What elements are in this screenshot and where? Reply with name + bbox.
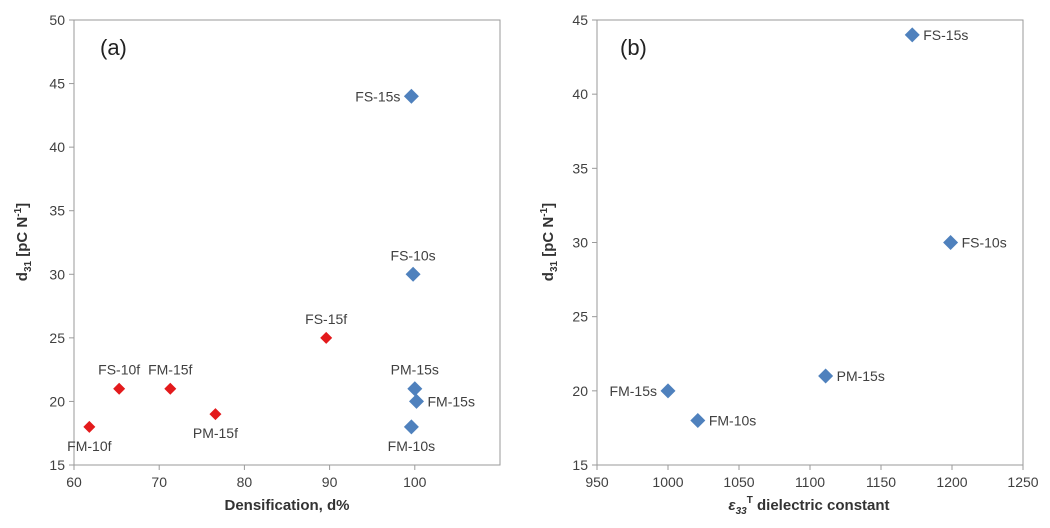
data-point-marker	[403, 88, 419, 104]
x-axis-title: Densification, d%	[224, 497, 349, 514]
data-point-marker	[407, 381, 423, 397]
panel-label: (a)	[100, 35, 127, 60]
y-axis-title-subscript: 31	[549, 260, 560, 272]
y-axis-title-unit: [pC N	[540, 217, 557, 261]
y-axis-title-subscript: 31	[23, 260, 34, 272]
x-tick-label: 80	[237, 474, 253, 490]
x-tick-label: 1150	[866, 474, 896, 490]
data-point-marker	[405, 266, 421, 282]
y-tick-labels: 15 20 25 30 35 40 45	[572, 12, 597, 473]
panel-label: (b)	[620, 35, 647, 60]
data-points: FS-15s FS-10s PM-15s FM-15s FM-10s FM-10f FS-1…	[67, 88, 475, 454]
data-point-marker	[818, 368, 834, 384]
x-tick-label: 950	[585, 474, 609, 490]
y-tick-label: 45	[49, 76, 65, 92]
y-axis-title-close: ]	[540, 203, 557, 208]
x-axis-title-symbol: ε	[728, 497, 736, 514]
y-axis-title: d31 [pC N-1]	[539, 203, 560, 281]
y-tick-label: 20	[49, 393, 65, 409]
y-axis-title-close: ]	[14, 203, 31, 208]
y-axis-title-main: d	[14, 272, 31, 281]
x-tick-label: 70	[151, 474, 167, 490]
y-axis-title-main: d	[540, 272, 557, 281]
y-tick-label: 15	[49, 457, 65, 473]
data-point-label: FM-10s	[388, 438, 435, 454]
y-tick-label: 40	[572, 86, 588, 102]
data-point-label: FS-15f	[305, 311, 347, 327]
data-point-label: FM-15s	[610, 383, 657, 399]
y-tick-label: 25	[49, 330, 65, 346]
data-point-marker	[904, 27, 920, 43]
y-axis-title-superscript: -1	[539, 207, 550, 216]
data-point-label: FM-15f	[148, 362, 192, 378]
y-axis-title: d31 [pC N-1]	[13, 203, 34, 281]
data-point-label: PM-15f	[193, 425, 238, 441]
data-point-marker	[209, 408, 222, 421]
y-tick-label: 50	[49, 12, 65, 28]
data-points: FS-15s FS-10s PM-15s FM-15s FM-10s	[610, 27, 1007, 429]
data-point-label: FS-10s	[962, 235, 1007, 251]
x-tick-label: 1100	[795, 474, 825, 490]
x-axis-title-rest: dielectric constant	[753, 497, 890, 514]
data-point-label: FM-15s	[428, 393, 475, 409]
data-point-label: FS-10s	[391, 247, 436, 263]
x-axis-title-superscript: T	[747, 495, 753, 506]
data-point-label: FS-10f	[98, 362, 140, 378]
x-tick-label: 1250	[1007, 474, 1038, 490]
x-axis-title-subscript: 33	[736, 506, 748, 517]
x-tick-label: 1000	[652, 474, 683, 490]
panel-b: (b) 15 20 25 30 35 40 45 950 1000 1050 1100 1150 12…	[539, 12, 1039, 517]
data-point-label: FS-15s	[355, 88, 400, 104]
data-point-marker	[320, 331, 333, 344]
x-tick-label: 1200	[936, 474, 967, 490]
data-point-label: FM-10s	[709, 413, 756, 429]
x-tick-label: 100	[403, 474, 427, 490]
y-tick-label: 15	[572, 457, 588, 473]
data-point-marker	[113, 382, 126, 395]
y-tick-label: 35	[49, 203, 65, 219]
x-tick-label: 1050	[723, 474, 754, 490]
y-tick-label: 35	[572, 160, 588, 176]
y-tick-label: 20	[572, 383, 588, 399]
data-point-marker	[943, 235, 959, 250]
data-point-marker	[660, 383, 676, 399]
data-point-marker	[690, 413, 706, 428]
x-axis-title: ε33T dielectric constant	[728, 495, 889, 517]
y-tick-label: 45	[572, 12, 588, 28]
y-tick-label: 25	[572, 309, 588, 325]
y-tick-label: 30	[572, 235, 588, 251]
x-tick-labels: 60 70 80 90 100	[66, 465, 427, 490]
data-point-label: PM-15s	[391, 362, 439, 378]
x-tick-label: 60	[66, 474, 82, 490]
y-axis-title-unit: [pC N	[14, 217, 31, 261]
data-point-label: FM-10f	[67, 438, 111, 454]
y-axis-title-superscript: -1	[13, 207, 24, 216]
data-point-label: PM-15s	[837, 368, 885, 384]
data-point-label: FS-15s	[923, 27, 968, 43]
x-tick-labels: 950 1000 1050 1100 1150 1200 1250	[585, 465, 1039, 490]
y-tick-labels: 15 20 25 30 35 40 45 50	[49, 12, 74, 473]
y-tick-label: 30	[49, 266, 65, 282]
x-tick-label: 90	[322, 474, 338, 490]
y-tick-label: 40	[49, 139, 65, 155]
plot-area-frame	[596, 19, 1024, 466]
data-point-marker	[409, 393, 425, 409]
plot-area-frame	[73, 19, 501, 466]
data-point-marker	[403, 419, 419, 435]
data-point-marker	[164, 382, 177, 395]
data-point-marker	[83, 420, 96, 433]
